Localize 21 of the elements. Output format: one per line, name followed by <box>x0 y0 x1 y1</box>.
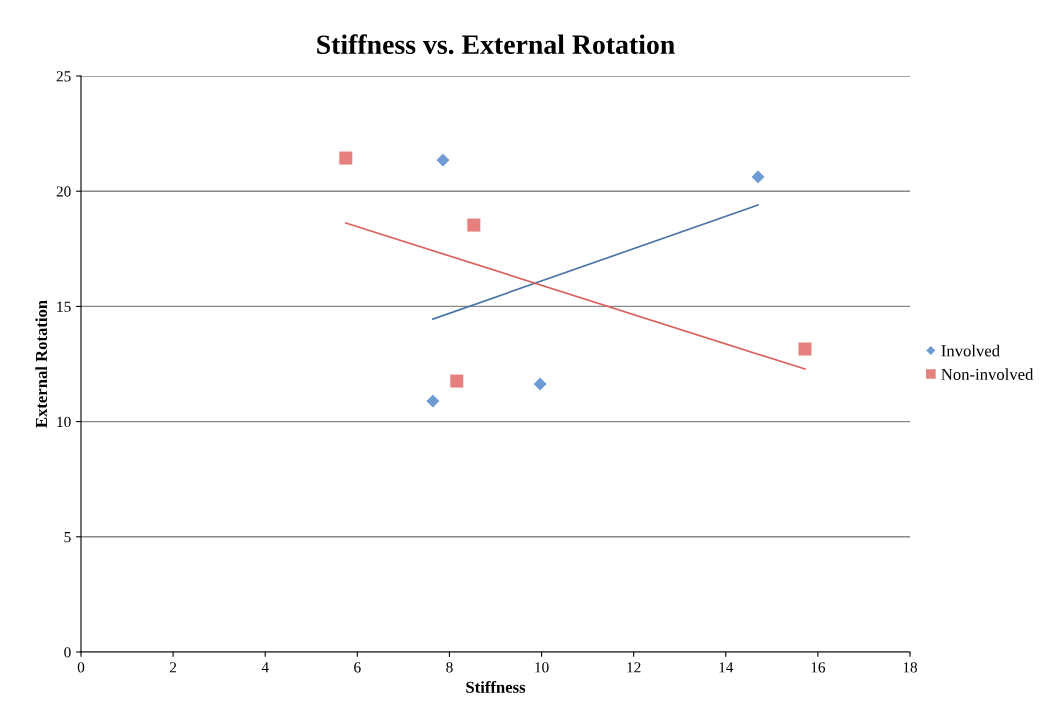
x-tick-label: 12 <box>627 662 641 673</box>
x-tick-label: 6 <box>354 662 361 673</box>
x-tick-label: 18 <box>903 662 918 673</box>
legend-label: Involved <box>941 344 1000 357</box>
x-tick-label: 16 <box>811 662 826 673</box>
y-axis-title: External Rotation <box>35 300 48 428</box>
y-tick-label: 25 <box>56 71 71 82</box>
y-tick-label: 20 <box>56 186 71 197</box>
y-tick-label: 5 <box>64 532 71 543</box>
x-tick-label: 0 <box>77 662 85 673</box>
x-tick-label: 14 <box>719 662 734 673</box>
x-tick-label: 8 <box>446 662 453 673</box>
y-tick-label: 15 <box>57 301 71 312</box>
chart-title: Stiffness vs. External Rotation <box>317 34 675 55</box>
x-tick-label: 4 <box>261 662 269 673</box>
y-tick-label: 0 <box>64 647 71 658</box>
x-axis-title: Stiffness <box>466 680 526 693</box>
legend-label: Non-involved <box>941 368 1034 380</box>
x-tick-label: 2 <box>169 662 177 673</box>
x-tick-label: 10 <box>535 662 549 673</box>
y-tick-label: 10 <box>57 416 71 428</box>
